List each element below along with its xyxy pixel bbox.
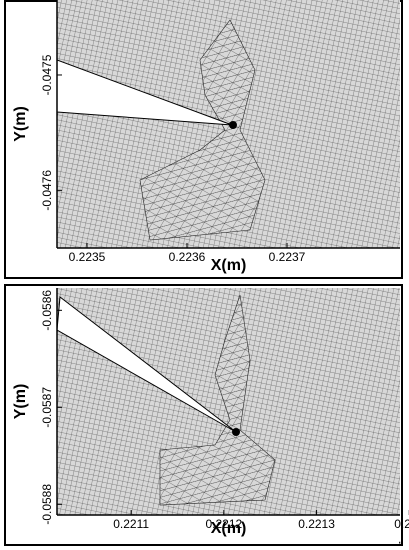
x-tick-label: 0.2235 — [69, 250, 106, 264]
x-tick-label: 0.221 — [394, 517, 409, 531]
mesh — [57, 288, 400, 515]
panel-frame — [4, 284, 403, 546]
y-axis-label: Y(m) — [12, 384, 29, 420]
y-axis-label: Y(m) — [12, 106, 29, 142]
x-tick-label: 0.2213 — [298, 517, 335, 531]
mesh — [57, 0, 400, 248]
x-tick-label: 0.2236 — [169, 250, 206, 264]
x-axis-label: X(m) — [211, 520, 247, 537]
x-tick-label: 0.2212 — [206, 517, 243, 531]
y-tick-label: -0.0476 — [40, 170, 54, 211]
x-tick-label: 0.2211 — [113, 517, 149, 531]
x-tick-label: 0.2237 — [269, 250, 306, 264]
y-tick-label: -0.0588 — [40, 484, 54, 525]
caption: , — [398, 532, 401, 546]
y-tick-label: -0.0586 — [40, 290, 54, 331]
y-tick-label: -0.0587 — [40, 387, 54, 428]
y-tick-label: -0.0475 — [40, 54, 54, 95]
x-axis-label: X(m) — [211, 257, 247, 274]
